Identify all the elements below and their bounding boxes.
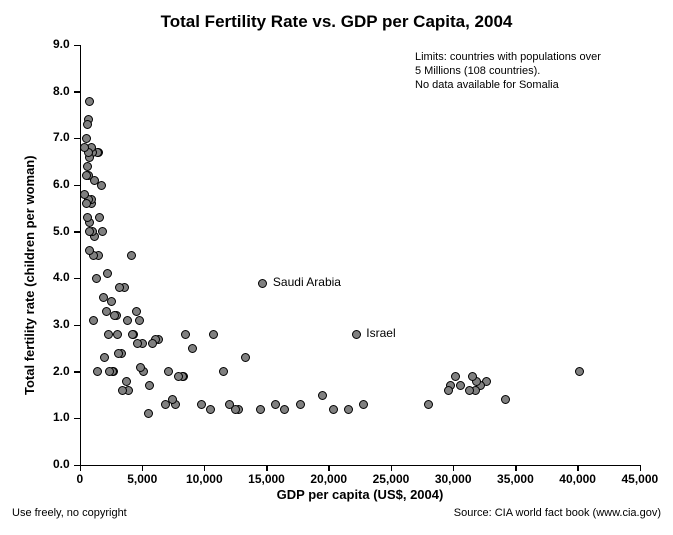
scatter-point bbox=[104, 330, 113, 339]
y-tick bbox=[74, 371, 80, 373]
x-tick bbox=[515, 465, 517, 471]
y-tick bbox=[74, 91, 80, 93]
scatter-point bbox=[113, 330, 122, 339]
y-tick bbox=[74, 138, 80, 140]
scatter-point bbox=[344, 405, 353, 414]
y-tick-label: 7.0 bbox=[53, 130, 70, 144]
scatter-point bbox=[296, 400, 305, 409]
scatter-point bbox=[148, 339, 157, 348]
point-label: Israel bbox=[366, 326, 395, 340]
y-tick-label: 2.0 bbox=[53, 364, 70, 378]
footer-left: Use freely, no copyright bbox=[12, 507, 127, 519]
y-tick-label: 4.0 bbox=[53, 270, 70, 284]
scatter-point bbox=[136, 363, 145, 372]
scatter-point bbox=[82, 134, 91, 143]
scatter-point bbox=[93, 367, 102, 376]
x-axis-label: GDP per capita (US$, 2004) bbox=[80, 487, 640, 502]
y-tick-label: 1.0 bbox=[53, 410, 70, 424]
x-tick bbox=[453, 465, 455, 471]
chart-title: Total Fertility Rate vs. GDP per Capita,… bbox=[0, 12, 673, 32]
scatter-point bbox=[352, 330, 361, 339]
scatter-point bbox=[280, 405, 289, 414]
x-tick-label: 5,000 bbox=[127, 472, 157, 486]
x-tick bbox=[328, 465, 330, 471]
x-tick bbox=[204, 465, 206, 471]
y-tick bbox=[74, 418, 80, 420]
x-tick bbox=[391, 465, 393, 471]
scatter-point bbox=[318, 391, 327, 400]
x-tick-label: 20,000 bbox=[310, 472, 347, 486]
scatter-point bbox=[98, 227, 107, 236]
y-tick-label: 5.0 bbox=[53, 224, 70, 238]
y-tick bbox=[74, 45, 80, 47]
y-tick-label: 8.0 bbox=[53, 84, 70, 98]
y-tick-label: 3.0 bbox=[53, 317, 70, 331]
y-tick-label: 0.0 bbox=[53, 457, 70, 471]
scatter-point bbox=[444, 386, 453, 395]
x-tick-label: 0 bbox=[77, 472, 84, 486]
y-tick-label: 9.0 bbox=[53, 37, 70, 51]
scatter-point bbox=[135, 316, 144, 325]
scatter-point bbox=[102, 307, 111, 316]
scatter-point bbox=[424, 400, 433, 409]
scatter-point bbox=[271, 400, 280, 409]
scatter-point bbox=[575, 367, 584, 376]
x-tick bbox=[577, 465, 579, 471]
scatter-point bbox=[219, 367, 228, 376]
scatter-point bbox=[92, 274, 101, 283]
x-tick-label: 40,000 bbox=[559, 472, 596, 486]
scatter-point bbox=[82, 171, 91, 180]
scatter-point bbox=[133, 339, 142, 348]
y-axis-label: Total fertility rate (children per woman… bbox=[22, 155, 37, 395]
scatter-point bbox=[132, 307, 141, 316]
scatter-point bbox=[256, 405, 265, 414]
x-tick-label: 25,000 bbox=[373, 472, 410, 486]
scatter-point bbox=[128, 330, 137, 339]
y-tick bbox=[74, 278, 80, 280]
y-tick bbox=[74, 231, 80, 233]
scatter-point bbox=[209, 330, 218, 339]
scatter-point bbox=[164, 367, 173, 376]
scatter-point bbox=[85, 97, 94, 106]
scatter-point bbox=[122, 377, 131, 386]
x-tick bbox=[640, 465, 642, 471]
scatter-point bbox=[127, 251, 136, 260]
y-tick-label: 6.0 bbox=[53, 177, 70, 191]
chart-container: Total Fertility Rate vs. GDP per Capita,… bbox=[0, 0, 673, 535]
scatter-point bbox=[107, 297, 116, 306]
x-tick-label: 30,000 bbox=[435, 472, 472, 486]
scatter-point bbox=[123, 316, 132, 325]
scatter-point bbox=[103, 269, 112, 278]
scatter-point bbox=[89, 316, 98, 325]
point-label: Saudi Arabia bbox=[273, 275, 341, 289]
scatter-point bbox=[174, 372, 183, 381]
scatter-point bbox=[329, 405, 338, 414]
scatter-point bbox=[118, 386, 127, 395]
scatter-point bbox=[83, 120, 92, 129]
scatter-point bbox=[465, 386, 474, 395]
scatter-point bbox=[188, 344, 197, 353]
x-tick bbox=[266, 465, 268, 471]
scatter-point bbox=[206, 405, 215, 414]
scatter-point bbox=[225, 400, 234, 409]
x-tick-label: 35,000 bbox=[497, 472, 534, 486]
footer-right: Source: CIA world fact book (www.cia.gov… bbox=[454, 507, 661, 519]
y-tick bbox=[74, 325, 80, 327]
x-tick-label: 45,000 bbox=[622, 472, 659, 486]
scatter-point bbox=[82, 199, 91, 208]
y-tick bbox=[74, 465, 80, 467]
scatter-point bbox=[258, 279, 267, 288]
scatter-point bbox=[83, 162, 92, 171]
scatter-point bbox=[114, 349, 123, 358]
x-tick-label: 15,000 bbox=[248, 472, 285, 486]
x-tick-label: 10,000 bbox=[186, 472, 223, 486]
scatter-point bbox=[359, 400, 368, 409]
x-tick bbox=[142, 465, 144, 471]
y-tick bbox=[74, 185, 80, 187]
scatter-point bbox=[99, 293, 108, 302]
scatter-point bbox=[468, 372, 477, 381]
